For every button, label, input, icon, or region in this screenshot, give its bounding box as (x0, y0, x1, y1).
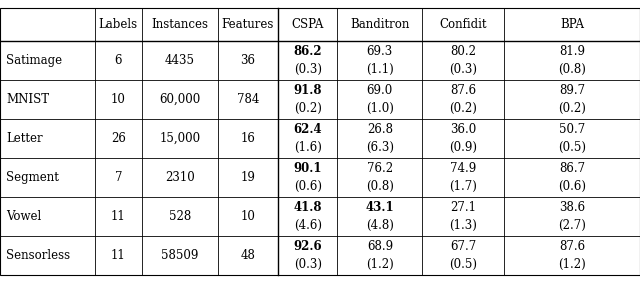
Text: 50.7: 50.7 (559, 123, 586, 136)
Text: (0.2): (0.2) (558, 102, 586, 115)
Text: Banditron: Banditron (350, 18, 410, 31)
Text: (0.3): (0.3) (294, 63, 322, 76)
Text: Instances: Instances (151, 18, 209, 31)
Text: Letter: Letter (6, 132, 43, 145)
Text: (0.6): (0.6) (294, 180, 322, 193)
Text: MNIST: MNIST (6, 93, 49, 106)
Text: BPA: BPA (560, 18, 584, 31)
Text: 91.8: 91.8 (294, 84, 322, 97)
Text: 11: 11 (111, 210, 126, 223)
Text: 26.8: 26.8 (367, 123, 393, 136)
Text: 89.7: 89.7 (559, 84, 585, 97)
Text: 41.8: 41.8 (294, 201, 322, 214)
Text: 4435: 4435 (165, 54, 195, 67)
Text: 11: 11 (111, 249, 126, 262)
Text: 87.6: 87.6 (451, 84, 476, 97)
Text: 48: 48 (241, 249, 255, 262)
Text: 784: 784 (237, 93, 259, 106)
Text: (1.6): (1.6) (294, 141, 322, 154)
Text: 68.9: 68.9 (367, 240, 393, 253)
Text: (0.3): (0.3) (294, 258, 322, 271)
Text: (0.3): (0.3) (449, 63, 477, 76)
Text: (1.3): (1.3) (449, 219, 477, 232)
Text: 87.6: 87.6 (559, 240, 585, 253)
Text: (0.5): (0.5) (558, 141, 586, 154)
Text: (1.2): (1.2) (558, 258, 586, 271)
Text: 69.3: 69.3 (367, 45, 393, 58)
Text: (0.5): (0.5) (449, 258, 477, 271)
Text: 10: 10 (241, 210, 255, 223)
Text: (2.7): (2.7) (558, 219, 586, 232)
Text: 19: 19 (241, 171, 255, 184)
Text: 7: 7 (115, 171, 122, 184)
Text: 86.2: 86.2 (294, 45, 322, 58)
Text: (0.8): (0.8) (366, 180, 394, 193)
Text: 69.0: 69.0 (367, 84, 393, 97)
Text: 58509: 58509 (161, 249, 198, 262)
Text: 80.2: 80.2 (451, 45, 476, 58)
Text: (4.6): (4.6) (294, 219, 322, 232)
Text: Vowel: Vowel (6, 210, 42, 223)
Text: 36.0: 36.0 (450, 123, 477, 136)
Text: 92.6: 92.6 (294, 240, 322, 253)
Text: (0.2): (0.2) (449, 102, 477, 115)
Text: 74.9: 74.9 (450, 162, 477, 175)
Text: 10: 10 (111, 93, 126, 106)
Text: 36: 36 (241, 54, 255, 67)
Text: 43.1: 43.1 (365, 201, 394, 214)
Text: 528: 528 (169, 210, 191, 223)
Text: Features: Features (222, 18, 274, 31)
Text: 86.7: 86.7 (559, 162, 585, 175)
Text: Labels: Labels (99, 18, 138, 31)
Text: (4.8): (4.8) (366, 219, 394, 232)
Text: 6: 6 (115, 54, 122, 67)
Text: Confidit: Confidit (440, 18, 487, 31)
Text: 67.7: 67.7 (450, 240, 477, 253)
Text: 26: 26 (111, 132, 126, 145)
Text: (1.2): (1.2) (366, 258, 394, 271)
Text: 38.6: 38.6 (559, 201, 585, 214)
Text: (0.9): (0.9) (449, 141, 477, 154)
Text: 16: 16 (241, 132, 255, 145)
Text: 76.2: 76.2 (367, 162, 393, 175)
Text: 27.1: 27.1 (451, 201, 476, 214)
Text: (0.6): (0.6) (558, 180, 586, 193)
Text: (6.3): (6.3) (366, 141, 394, 154)
Text: (0.8): (0.8) (558, 63, 586, 76)
Text: 2310: 2310 (165, 171, 195, 184)
Text: 60,000: 60,000 (159, 93, 200, 106)
Text: Satimage: Satimage (6, 54, 63, 67)
Text: Sensorless: Sensorless (6, 249, 70, 262)
Text: CSPA: CSPA (292, 18, 324, 31)
Text: (1.0): (1.0) (366, 102, 394, 115)
Text: 62.4: 62.4 (294, 123, 322, 136)
Text: Segment: Segment (6, 171, 60, 184)
Text: (1.1): (1.1) (366, 63, 394, 76)
Text: 15,000: 15,000 (159, 132, 200, 145)
Text: (0.2): (0.2) (294, 102, 322, 115)
Text: 90.1: 90.1 (294, 162, 322, 175)
Text: (1.7): (1.7) (449, 180, 477, 193)
Text: 81.9: 81.9 (559, 45, 585, 58)
